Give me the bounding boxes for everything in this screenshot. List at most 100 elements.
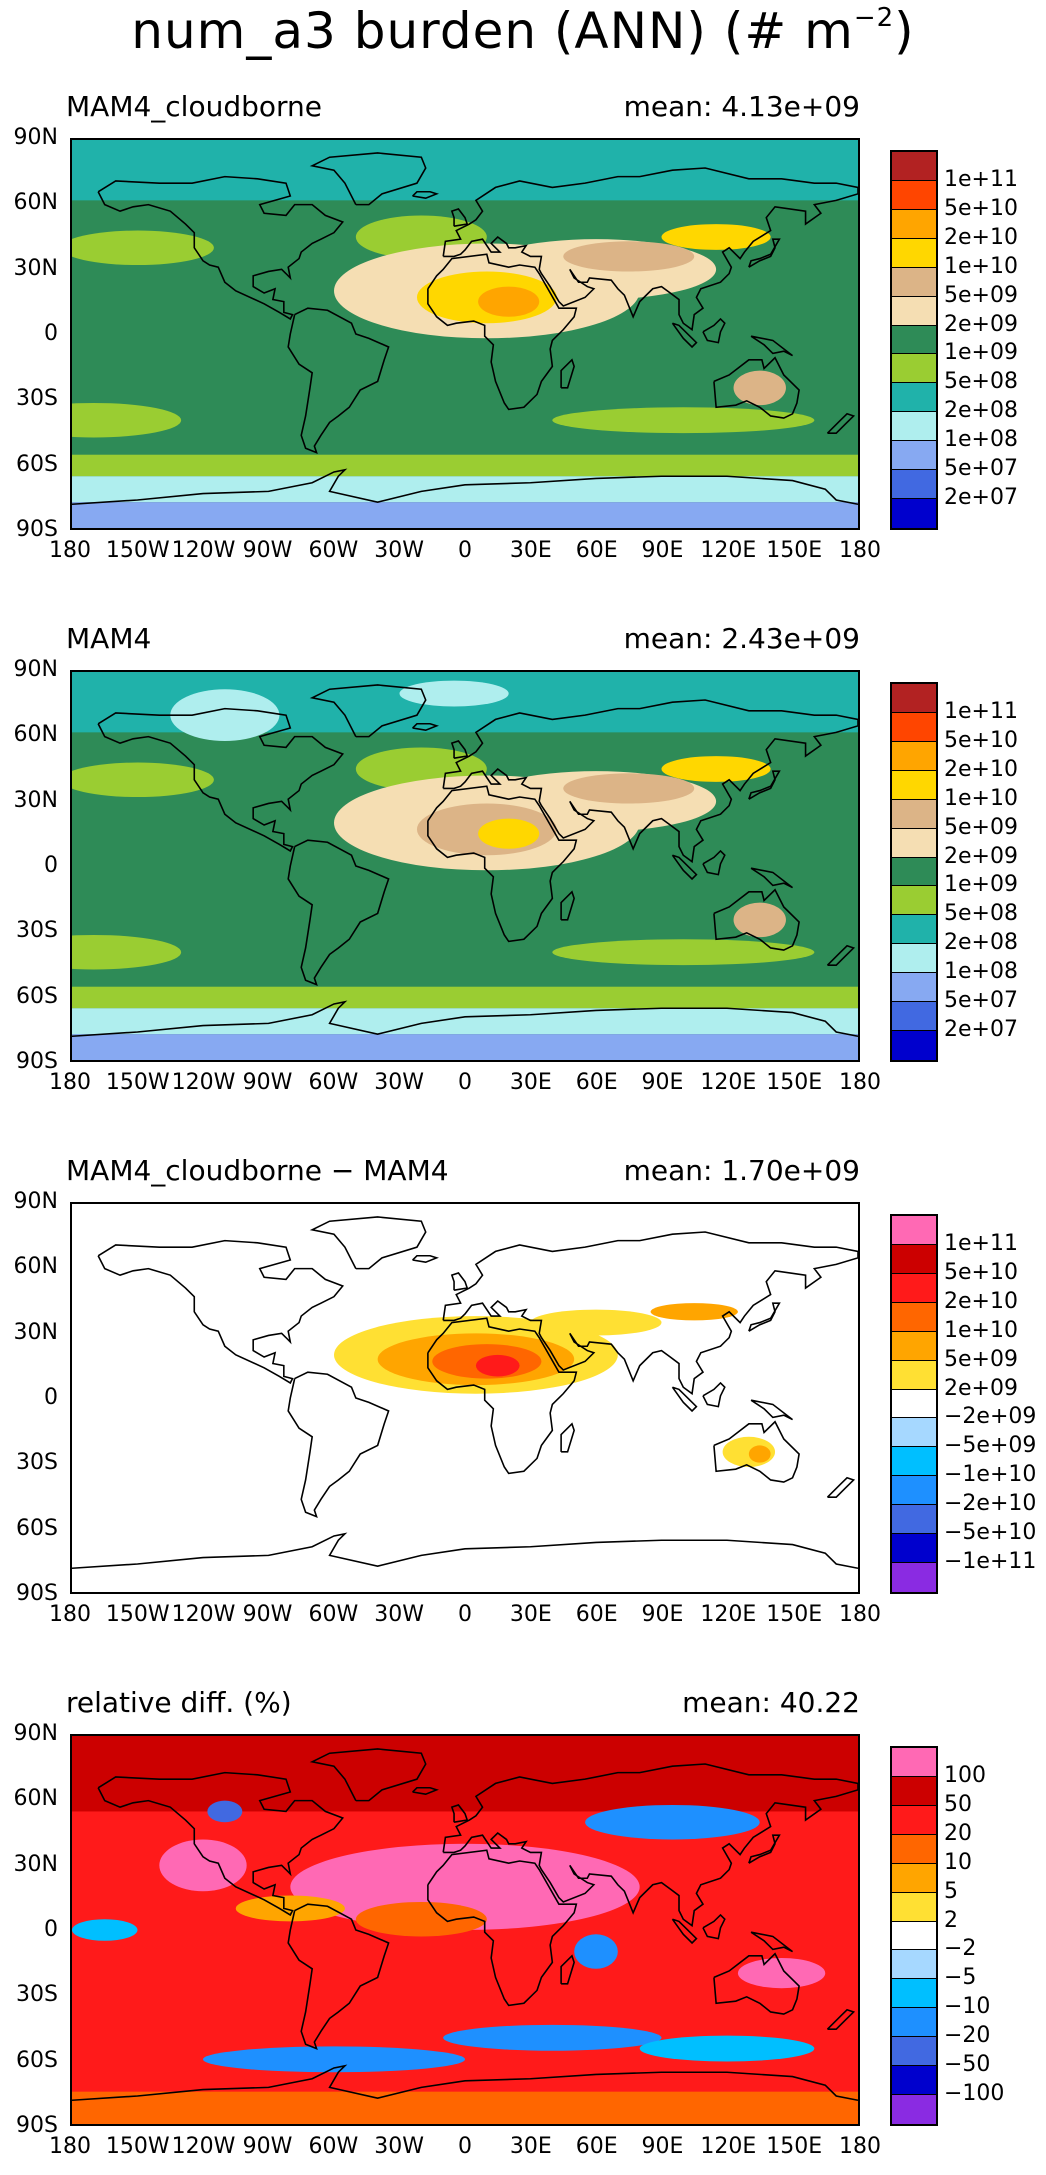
coastline-borneo [702, 1381, 726, 1408]
contour-region [639, 2035, 815, 2062]
coastline-japan [748, 770, 781, 800]
colorbar-swatch [892, 152, 936, 181]
coastline-africa [427, 1317, 578, 1475]
colorbar-label: −100 [944, 2081, 1005, 2107]
contour-region [72, 1736, 858, 1812]
colorbar-label: 5e+07 [944, 456, 1018, 482]
colorbar-label: −2e+10 [944, 1491, 1037, 1517]
x-tick-label: 90W [242, 2134, 293, 2159]
colorbar-swatch [892, 1476, 936, 1506]
x-tick-label: 60E [575, 1602, 618, 1627]
panel-mean: mean: 2.43e+09 [623, 622, 860, 655]
x-tick-label: 180 [49, 2134, 91, 2159]
colorbar [890, 1214, 938, 1594]
coastline-new-guinea [750, 1399, 794, 1421]
coastline-south-america [287, 1903, 390, 2050]
colorbar-label: 1e+10 [944, 253, 1018, 279]
x-tick-label: 60W [308, 538, 359, 563]
x-tick-label: 0 [458, 538, 472, 563]
y-tick-label: 30N [13, 1851, 58, 1877]
colorbar-swatch [892, 325, 936, 355]
x-tick-label: 60E [575, 2134, 618, 2159]
colorbar-swatch [892, 684, 936, 713]
y-tick-label: 60N [13, 190, 58, 216]
contour-region [72, 402, 182, 438]
colorbar-label: 50 [944, 1791, 972, 1817]
contour-region [443, 2024, 662, 2051]
colorbar-swatch [892, 712, 936, 742]
contour-region [72, 1034, 858, 1060]
coastline-iceland [412, 1786, 440, 1796]
contour-region [72, 1204, 858, 1592]
contour-region [737, 1958, 826, 1989]
x-tick-label: 180 [839, 2134, 881, 2159]
colorbar-swatch [892, 1389, 936, 1419]
panel-mean: mean: 4.13e+09 [623, 90, 860, 123]
colorbar-swatch [892, 1331, 936, 1361]
map-panel-1: MAM4_cloudborne mean: 4.13e+09 90N 60N 30N 0 3… [0, 0, 1046, 563]
coastline-africa [427, 1849, 578, 2007]
contour-region [72, 454, 858, 477]
coastline-borneo [702, 849, 726, 876]
coastline-new-zealand [826, 412, 856, 434]
coastline-new-guinea [750, 335, 794, 357]
contour-region [585, 1804, 760, 1840]
x-tick-label: 120E [700, 1070, 757, 1095]
x-tick-label: 30W [374, 1070, 425, 1095]
x-tick-label: 180 [839, 1602, 881, 1627]
colorbar-swatch [892, 1892, 936, 1922]
coastline-africa [427, 253, 578, 411]
y-tick-label: 90N [13, 657, 58, 682]
map-plot [70, 1202, 860, 1594]
colorbar-label: 5e+10 [944, 727, 1018, 753]
coastline-british-isles [450, 208, 469, 227]
coastline-greenland [309, 684, 427, 738]
colorbar-swatch [892, 238, 936, 268]
coastline-new-guinea [750, 867, 794, 889]
colorbar-swatch [892, 857, 936, 887]
colorbar-label: 100 [944, 1762, 986, 1788]
map-plot [70, 670, 860, 1062]
colorbar-label: 2e+07 [944, 485, 1018, 511]
coastline-antarctica [72, 1532, 858, 1570]
contour-region [661, 756, 771, 782]
y-tick-label: 30S [16, 386, 58, 412]
colorbar-swatch [892, 828, 936, 858]
coastline-madagascar [560, 890, 575, 921]
contour-region [72, 2091, 858, 2124]
colorbar-label: 1e+09 [944, 872, 1018, 898]
panel-mean: mean: 40.22 [682, 1686, 860, 1719]
x-tick-label: 60W [308, 1602, 359, 1627]
colorbar-label: −1e+10 [944, 1462, 1037, 1488]
colorbar-swatch [892, 1031, 936, 1060]
x-tick-label: 60W [308, 1070, 359, 1095]
colorbar-swatch [892, 470, 936, 500]
y-tick-label: 60N [13, 1786, 58, 1812]
x-tick-label: 90W [242, 1602, 293, 1627]
contour-region [72, 1919, 138, 1941]
y-tick-label: 0 [44, 853, 58, 878]
coastline-madagascar [560, 1954, 575, 1985]
colorbar-swatch [892, 2008, 936, 2038]
coastline-australia [713, 356, 800, 419]
coastline-eurasia [442, 1763, 858, 1928]
coastline-eurasia [442, 167, 858, 332]
contour-region [72, 762, 214, 798]
colorbar-label: 1e+08 [944, 959, 1018, 985]
map-field [72, 140, 858, 528]
coastline-eurasia [442, 1231, 858, 1396]
colorbar-swatch [892, 2066, 936, 2096]
colorbar-label: 5 [944, 1878, 958, 1904]
contour-region [159, 1839, 247, 1892]
x-tick-label: 180 [49, 1602, 91, 1627]
x-tick-label: 150W [105, 2134, 170, 2159]
panel-title: MAM4_cloudborne − MAM4 [66, 1154, 449, 1187]
contour-region [475, 1354, 520, 1377]
contour-region [72, 476, 858, 503]
map-panel-3: MAM4_cloudborne − MAM4 mean: 1.70e+09 90N 6… [0, 1064, 1046, 1627]
colorbar-label: 5e+09 [944, 814, 1018, 840]
colorbar-label: 2e+08 [944, 930, 1018, 956]
y-tick-label: 0 [44, 321, 58, 346]
x-tick-label: 30W [374, 2134, 425, 2159]
x-tick-label: 90E [641, 1070, 684, 1095]
